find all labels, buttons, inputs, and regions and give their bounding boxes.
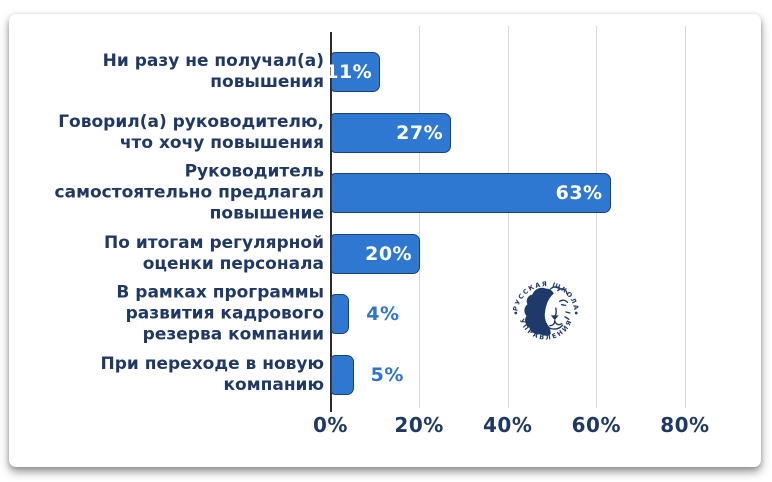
bar <box>330 294 350 335</box>
value-label: 5% <box>370 364 404 386</box>
rsu-lion-logo: РУССКАЯ ШКОЛА УПРАВЛЕНИЯ <box>511 280 579 342</box>
plot-area: 0% 20% 40% 60% 80% Ни разу не получал(а) повыш… <box>9 14 761 467</box>
value-label: 27% <box>396 121 444 144</box>
value-label: 63% <box>555 182 603 205</box>
category-label: При переходе в новую компанию <box>100 354 325 395</box>
category-label: Ни разу не получал(а) повышения <box>102 51 324 92</box>
x-axis-tick-label: 80% <box>660 413 710 437</box>
gridline <box>596 26 598 408</box>
bar: 11% <box>325 52 381 92</box>
gridline <box>507 26 509 408</box>
bar: 27% <box>330 112 452 153</box>
value-label: 4% <box>366 303 400 326</box>
bar: 20% <box>330 233 421 274</box>
bar: 63% <box>330 173 611 214</box>
bar <box>330 355 354 395</box>
category-label: По итогам регулярной оценки персонала <box>104 232 324 274</box>
logo-dot-left <box>514 311 518 315</box>
category-label: Говорил(а) руководителю, что хочу повышен… <box>58 111 324 153</box>
chart-card: 0% 20% 40% 60% 80% Ни разу не получал(а) повыш… <box>9 14 761 467</box>
y-axis-line <box>329 32 332 412</box>
x-axis-tick-label: 0% <box>313 413 348 437</box>
value-label: 20% <box>365 242 413 265</box>
category-label: В рамках программы развития кадрового резе… <box>116 282 324 345</box>
x-axis-tick-label: 20% <box>394 413 444 437</box>
lion-icon <box>524 286 571 336</box>
gridline <box>419 26 421 408</box>
category-label: Руководитель самостоятельно предлагал повы… <box>54 161 324 224</box>
gridline <box>684 26 686 408</box>
logo-dot-right <box>574 311 578 315</box>
x-axis-tick-label: 40% <box>483 413 533 437</box>
value-label: 11% <box>325 61 373 83</box>
x-axis-tick-label: 60% <box>571 413 621 437</box>
